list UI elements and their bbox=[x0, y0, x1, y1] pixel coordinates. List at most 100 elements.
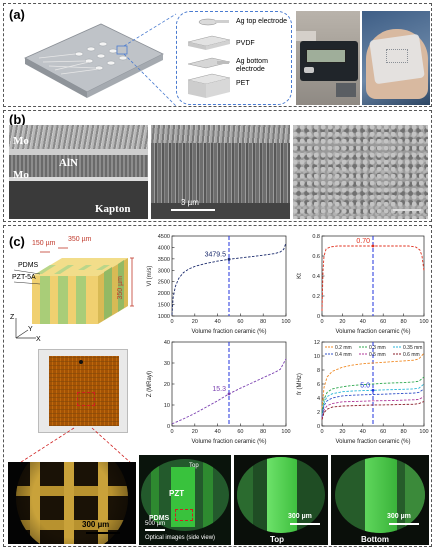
chart-kt: 0 0.2 0.4 0.6 0.8 0 20 40 60 80 100 Volume fraction… bbox=[297, 234, 429, 335]
chart-0-xtick-label-1: 20 bbox=[192, 319, 198, 325]
sem-surface bbox=[293, 125, 428, 219]
chart-3-annotation: 5.0 bbox=[360, 382, 370, 389]
side-view-scale-label: 500 µm bbox=[145, 521, 166, 527]
chart-0-series-0 bbox=[171, 242, 287, 315]
top-view-label: Top bbox=[270, 535, 285, 544]
chart-3-ytick-label-4: 8 bbox=[317, 368, 320, 374]
chart-0-ytick-label-4: 3000 bbox=[158, 268, 170, 274]
chart-2-annotation-point bbox=[227, 392, 231, 396]
chart-velocity: 1000 1500 2000 2500 3000 3500 4000 4500 0 20 40 60 8… bbox=[147, 234, 291, 335]
chart-3-xtick-label-2: 40 bbox=[360, 429, 366, 435]
layer-label-bottom-electrode: Ag bottom electrode bbox=[236, 58, 268, 73]
chart-2-xtick-label-5: 100 bbox=[281, 429, 290, 435]
chart-3-legend-label-0: 0.2 mm bbox=[335, 345, 352, 351]
chart-impedance: 0 10 20 30 40 0 20 40 60 80 100 Volume fraction cer… bbox=[147, 340, 291, 445]
material-label-pdms: PDMS bbox=[18, 262, 39, 269]
chart-0-xlabel: Volume fraction ceramic (%) bbox=[191, 329, 266, 335]
chart-3-ytick-label-6: 12 bbox=[314, 340, 320, 346]
axis-label-x: X bbox=[36, 336, 41, 343]
side-view-pzt-label: PZT bbox=[169, 489, 185, 498]
chart-2-annotation: 15.3 bbox=[212, 386, 226, 393]
micro-bottom-view: 300 µm Bottom bbox=[331, 455, 429, 545]
chart-2-xlabel: Volume fraction ceramic (%) bbox=[191, 439, 266, 445]
chart-0-ytick-label-5: 3500 bbox=[158, 257, 170, 263]
micro-side-view: Top PZT PDMS 500 µm Optical images (side… bbox=[139, 455, 231, 545]
bottom-view-label: Bottom bbox=[361, 535, 389, 544]
micro-grid-scale-bar bbox=[86, 532, 120, 534]
composite-schematic bbox=[13, 247, 134, 339]
panel-c-label: (c) bbox=[9, 234, 25, 249]
chart-3-xtick-label-0: 0 bbox=[320, 429, 323, 435]
axis-label-y: Y bbox=[28, 326, 33, 333]
sem-label-kapton: Kapton bbox=[95, 203, 131, 215]
chart-0-xtick-label-4: 80 bbox=[260, 319, 266, 325]
panel-c: (c) bbox=[3, 225, 432, 547]
top-view-scale-bar bbox=[290, 523, 320, 525]
chart-1-ytick-label-3: 0.6 bbox=[312, 254, 320, 260]
material-label-pzt: PZT-5A bbox=[12, 274, 36, 281]
chart-2-ytick-label-4: 40 bbox=[164, 340, 170, 346]
chart-0-annotation: 3479.5 bbox=[205, 251, 227, 258]
chart-2-xtick-label-4: 80 bbox=[260, 429, 266, 435]
panel-b: (b) Mo AlN Mo Kapton 3 µm bbox=[3, 110, 432, 222]
layer-label-top-electrode: Ag top electrode bbox=[236, 18, 287, 25]
chart-0-xtick-label-2: 40 bbox=[215, 319, 221, 325]
chart-0-ytick-label-2: 2000 bbox=[158, 291, 170, 297]
chart-3-xtick-label-3: 60 bbox=[380, 429, 386, 435]
chart-2-xtick-label-0: 0 bbox=[170, 429, 173, 435]
top-view-scale-label: 300 µm bbox=[288, 513, 312, 520]
chart-1-xtick-label-2: 40 bbox=[360, 319, 366, 325]
chart-1-xtick-label-5: 100 bbox=[419, 319, 428, 325]
chart-1-ytick-label-4: 0.8 bbox=[312, 234, 320, 240]
chart-3-ytick-label-2: 4 bbox=[317, 396, 320, 402]
chart-2-xtick-label-3: 60 bbox=[237, 429, 243, 435]
chart-resonance: 0 2 4 6 8 10 12 0 20 40 60 80 100 Volume fraction cer… bbox=[297, 340, 429, 445]
chart-3-series-1 bbox=[321, 376, 425, 414]
chart-2-ytick-label-2: 20 bbox=[164, 382, 170, 388]
chart-1-annotation-point bbox=[371, 244, 375, 248]
dim-label-350-side: 350 µm bbox=[117, 276, 124, 300]
chart-0-ytick-label-7: 4500 bbox=[158, 234, 170, 240]
micro-grid-image: 300 µm bbox=[8, 462, 136, 544]
sem-columnar: 3 µm bbox=[151, 125, 290, 219]
chart-3-series-3 bbox=[321, 388, 425, 417]
chart-3-xtick-label-1: 20 bbox=[339, 429, 345, 435]
chart-3-series-2 bbox=[321, 383, 425, 416]
chart-0-ylabel: Vl (m/s) bbox=[147, 266, 153, 287]
device-schematic bbox=[24, 23, 164, 98]
sem-label-aln: AlN bbox=[59, 157, 78, 169]
chart-2-xtick-label-2: 40 bbox=[215, 429, 221, 435]
layer-label-pvdf: PVDF bbox=[236, 40, 255, 47]
chart-3-series-4 bbox=[321, 396, 425, 420]
chart-2-xtick-label-1: 20 bbox=[192, 429, 198, 435]
chart-3-legend-label-1: 0.3 mm bbox=[369, 345, 386, 351]
chart-0-ytick-label-3: 2500 bbox=[158, 280, 170, 286]
chart-1-xtick-label-3: 60 bbox=[380, 319, 386, 325]
chart-0-ytick-label-1: 1500 bbox=[158, 303, 170, 309]
chart-3-legend-label-4: 0.5 mm bbox=[369, 352, 386, 358]
chart-1-ytick-label-0: 0 bbox=[317, 314, 320, 320]
chart-2-ytick-label-1: 10 bbox=[164, 403, 170, 409]
axis-label-z: Z bbox=[10, 314, 15, 321]
chart-1-xlabel: Volume fraction ceramic (%) bbox=[335, 329, 410, 335]
chart-1-series-0 bbox=[321, 245, 425, 312]
chart-1-xtick-label-4: 80 bbox=[401, 319, 407, 325]
chart-2-ytick-label-0: 0 bbox=[167, 424, 170, 430]
sem-label-mo-bottom: Mo bbox=[13, 169, 29, 181]
side-view-pdms-label: PDMS bbox=[149, 515, 170, 522]
chart-3-xlabel: Volume fraction ceramic (%) bbox=[335, 439, 410, 445]
chart-1-xtick-label-0: 0 bbox=[320, 319, 323, 325]
chart-3-ytick-label-5: 10 bbox=[314, 354, 320, 360]
chart-3-legend-label-5: 0.6 mm bbox=[403, 352, 420, 358]
chart-0-xtick-label-0: 0 bbox=[170, 319, 173, 325]
composite-photo bbox=[38, 349, 128, 433]
zoom-lines bbox=[17, 427, 133, 465]
chart-3-legend-label-3: 0.4 mm bbox=[335, 352, 352, 358]
side-view-caption: Optical images (side view) bbox=[145, 535, 216, 541]
layer-label-pet: PET bbox=[236, 80, 250, 87]
chart-1-xtick-label-1: 20 bbox=[339, 319, 345, 325]
callout-lines bbox=[124, 13, 177, 107]
chart-3-xtick-label-5: 100 bbox=[419, 429, 428, 435]
chart-3-legend-label-2: 0.35 mm bbox=[403, 345, 422, 351]
chart-2-ylabel: Z (MRayl) bbox=[147, 371, 153, 397]
